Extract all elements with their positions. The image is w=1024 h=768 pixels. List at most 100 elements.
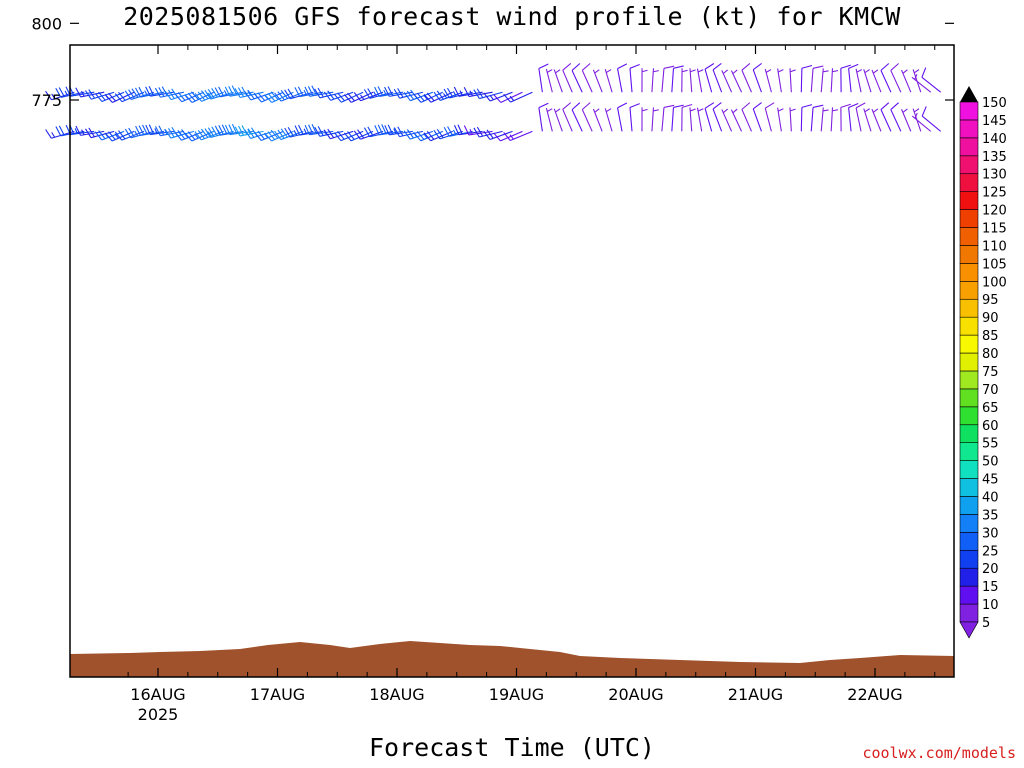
barb-staff (712, 69, 723, 93)
barb-flag (712, 62, 722, 71)
barb-staff (880, 70, 892, 93)
colorbar-label: 25 (982, 544, 999, 559)
x-tick-label: 22AUG (847, 685, 902, 704)
barb-flag (224, 124, 231, 135)
barb-flag (343, 94, 352, 103)
barb-half-flag (509, 95, 515, 101)
barb-flag (287, 126, 294, 137)
colorbar-swatch (959, 245, 979, 264)
colorbar-swatch (959, 478, 979, 497)
barb-flag (204, 90, 212, 100)
barb-half-flag (594, 108, 600, 113)
barb-half-flag (546, 108, 553, 112)
barb-flag (88, 127, 95, 138)
barb-flag (94, 93, 103, 102)
colorbar-swatch (959, 496, 979, 515)
barb-flag (377, 86, 384, 97)
barb-half-flag (789, 108, 796, 112)
barb-half-flag (303, 128, 307, 135)
barb-staff (696, 107, 703, 132)
barb-staff (921, 115, 942, 132)
barb-half-flag (872, 69, 879, 74)
barb-half-flag (194, 133, 199, 139)
barb-staff (741, 109, 753, 132)
barb-flag (118, 130, 126, 140)
barb-staff (140, 91, 165, 98)
colorbar-label: 75 (982, 365, 999, 380)
barb-staff (510, 130, 533, 142)
barb-flag (397, 126, 404, 137)
barb-flag (406, 129, 414, 139)
barb-flag (704, 102, 715, 109)
colorbar-swatch (959, 155, 979, 175)
barb-flag (704, 63, 715, 70)
barb-half-flag (832, 70, 838, 73)
colorbar-swatch (959, 263, 979, 282)
barb-flag (274, 92, 282, 102)
barb-half-flag (303, 89, 308, 96)
colorbar-label: 60 (982, 419, 999, 434)
barb-staff (848, 68, 852, 93)
barb-flag (343, 132, 352, 142)
barb-flag (118, 91, 126, 101)
barb-flag (204, 128, 211, 138)
barb-staff (250, 130, 274, 139)
barb-flag (164, 128, 172, 139)
colorbar-swatch (959, 316, 979, 336)
barb-flag (848, 63, 859, 69)
barb-flag (681, 103, 693, 108)
barb-flag (154, 87, 161, 98)
barb-flag (503, 132, 511, 141)
barb-flag (311, 124, 317, 134)
barb-half-flag (690, 108, 696, 112)
barb-half-flag (442, 93, 448, 99)
barb-staff (553, 108, 563, 132)
barb-staff (70, 130, 95, 136)
barb-flag (194, 92, 202, 102)
barb-flag (752, 102, 762, 110)
barb-flag (287, 88, 295, 99)
barb-flag (187, 92, 196, 102)
barb-flag (88, 89, 96, 99)
barb-flag (131, 88, 139, 98)
barb-half-flag (832, 109, 838, 112)
barb-flag (254, 93, 262, 103)
barb-flag (158, 87, 165, 97)
barb-staff (820, 107, 824, 132)
barb-flag (168, 128, 175, 138)
barb-flag (234, 88, 241, 98)
barb-flag (254, 132, 262, 141)
barb-flag (436, 90, 444, 100)
colorbar-label: 20 (982, 562, 999, 577)
barb-staff (250, 91, 274, 101)
barb-flag (663, 65, 675, 69)
barb-staff (689, 107, 693, 132)
barb-flag (393, 127, 400, 137)
barb-staff (571, 70, 583, 93)
colorbar-swatch (959, 549, 979, 569)
colorbar-label: 35 (982, 508, 999, 523)
barb-flag (270, 129, 279, 139)
barb-staff (581, 109, 593, 132)
barb-staff (571, 109, 583, 132)
barb-flag (629, 63, 640, 69)
colorbar-swatch (959, 460, 979, 479)
barb-flag (453, 125, 460, 135)
barb-flag (237, 87, 245, 98)
barb-flag (337, 92, 345, 102)
barb-staff (830, 68, 834, 93)
barb-half-flag (64, 90, 69, 97)
barb-flag (323, 91, 332, 101)
barb-flag (98, 91, 106, 101)
colorbar-label: 50 (982, 455, 999, 470)
x-axis: 16AUG 17AUG 18AUG 19AUG 20AUG 21AUG 22AUG 2025 (127, 45, 936, 724)
barb-staff (562, 109, 573, 132)
barb-half-flag (51, 132, 56, 138)
barb-flag (294, 87, 301, 97)
barb-half-flag (373, 91, 378, 97)
barb-staff (689, 68, 693, 93)
colorbar-swatch (959, 352, 979, 372)
barb-staff (545, 107, 553, 132)
colorbar-label: 55 (982, 437, 999, 452)
barb-staff (764, 108, 772, 132)
